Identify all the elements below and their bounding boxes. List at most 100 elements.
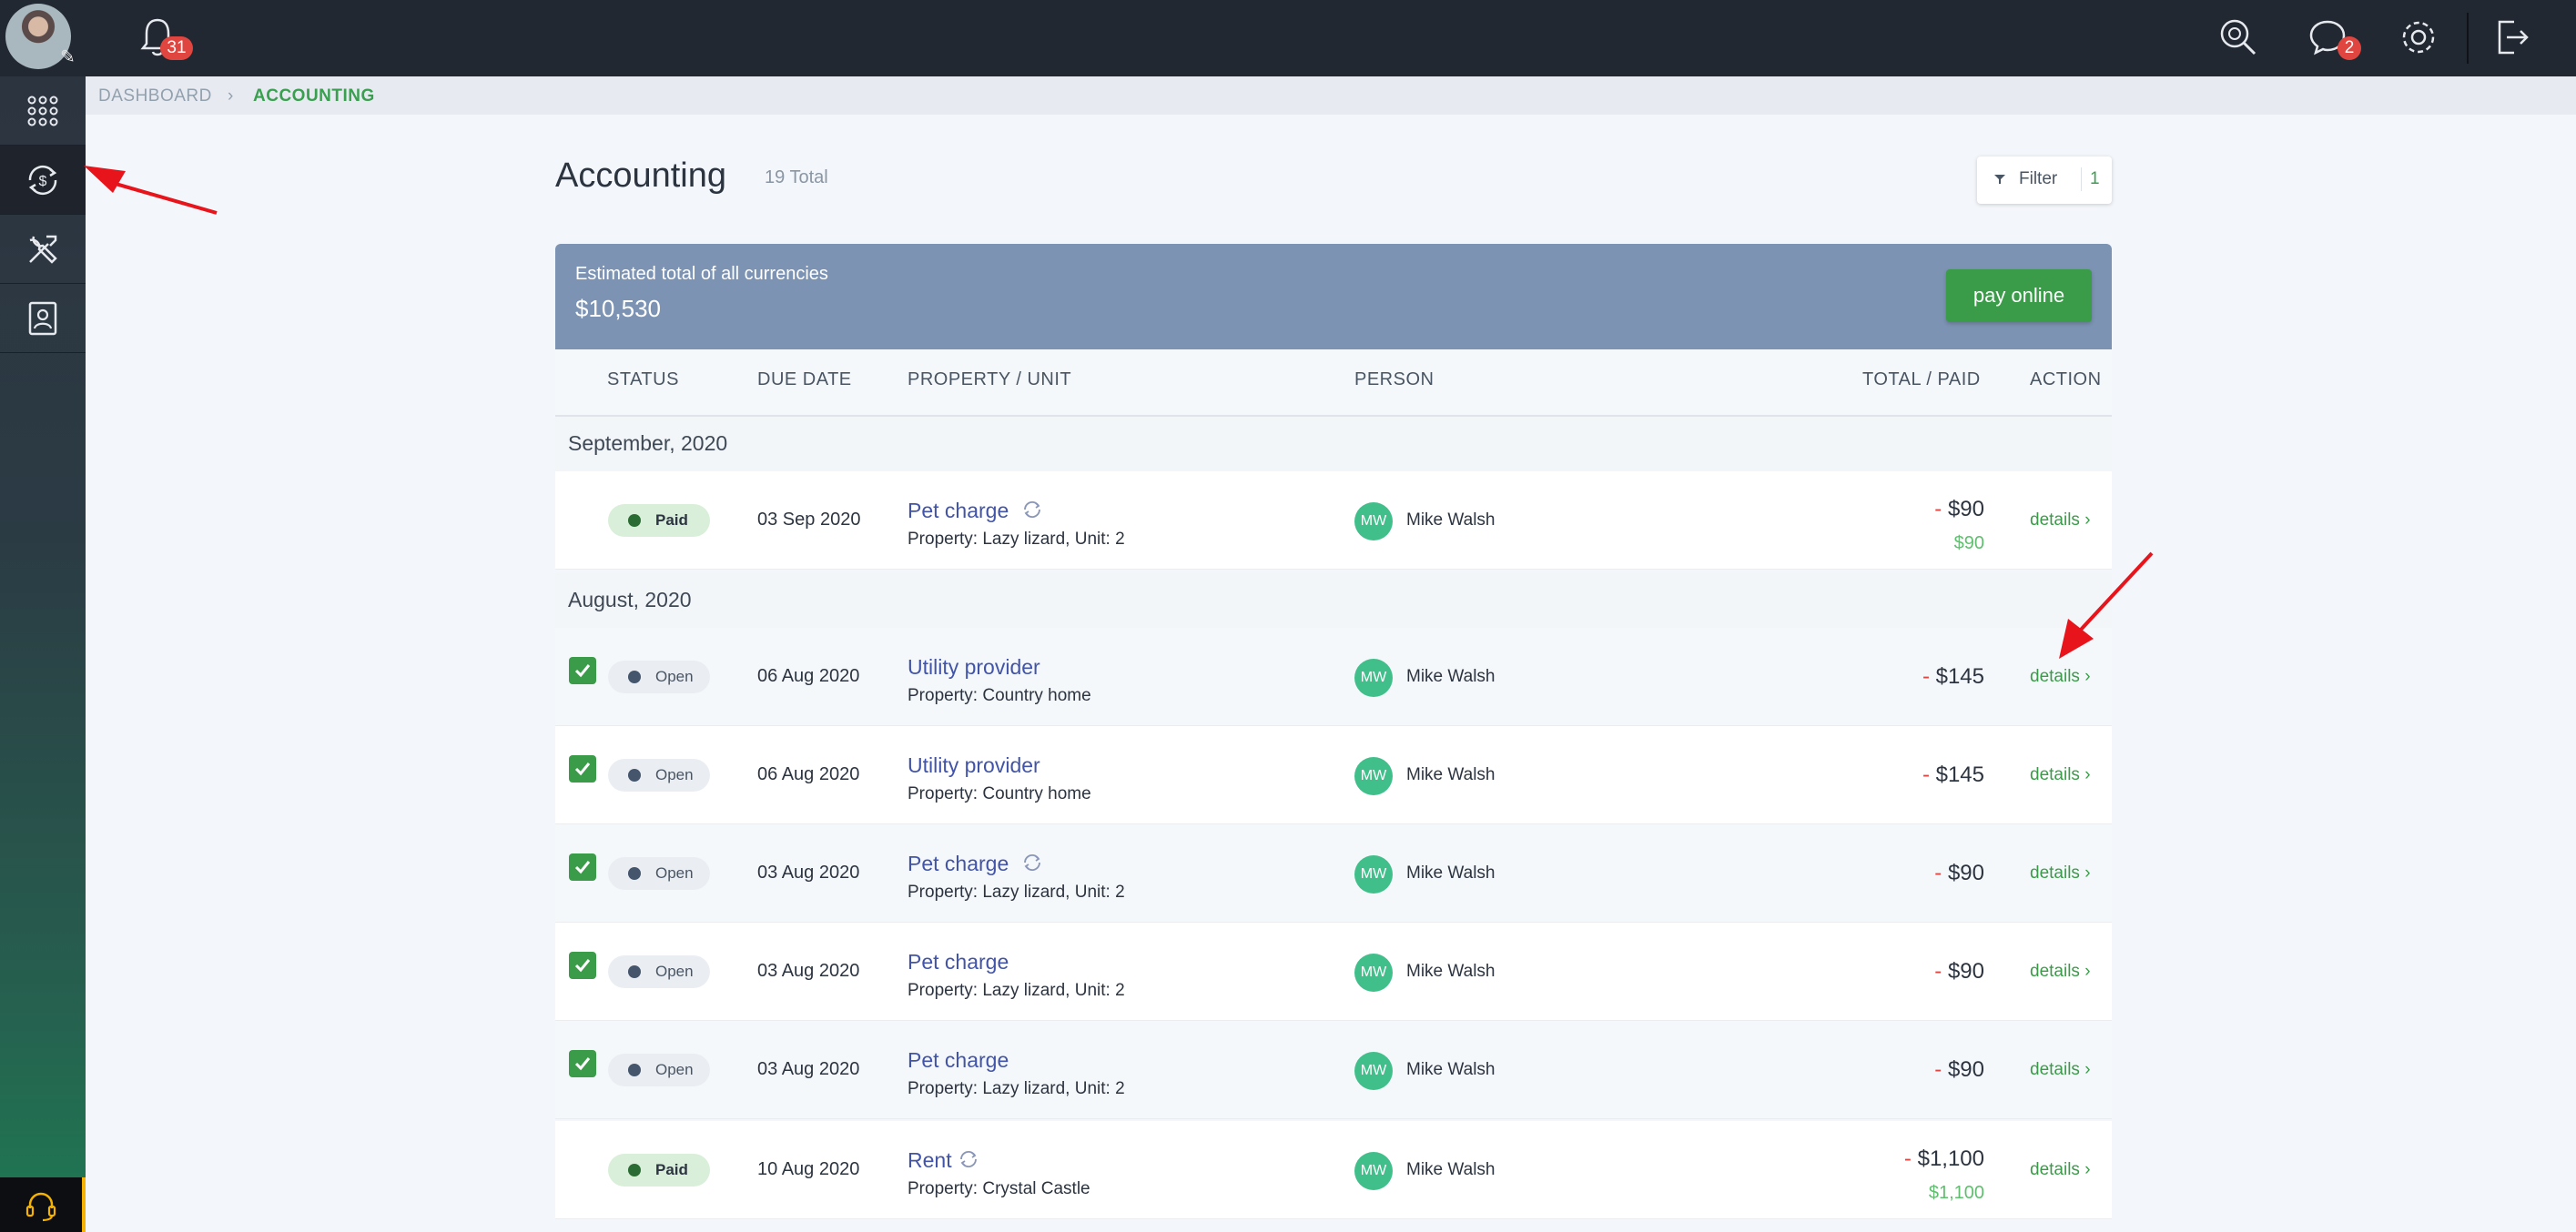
charge-title-link[interactable]: Utility provider [908, 655, 1040, 679]
status-badge: Open [608, 857, 710, 890]
page-title: Accounting [555, 157, 727, 195]
column-status[interactable]: STATUS [607, 369, 679, 389]
logout-icon[interactable] [2490, 16, 2532, 58]
avatar: MW [1354, 757, 1393, 795]
notification-count-badge: 31 [160, 36, 193, 60]
gear-icon[interactable] [2398, 16, 2439, 58]
status-text: Paid [655, 511, 688, 529]
charge-title-link[interactable]: Pet charge [908, 1048, 1009, 1072]
charge-title-link[interactable]: Pet charge [908, 950, 1009, 974]
status-text: Open [655, 766, 694, 783]
status-dot [628, 514, 641, 527]
person-name: Mike Walsh [1406, 1060, 1496, 1079]
status-dot [628, 867, 641, 880]
table-row[interactable]: Open 06 Aug 2020 Utility provider Proper… [555, 726, 2112, 824]
column-person[interactable]: PERSON [1354, 369, 1435, 389]
svg-text:$: $ [39, 174, 47, 189]
breadcrumb-dashboard-link[interactable]: DASHBOARD [98, 86, 212, 106]
total-amount: - $145 [1922, 664, 1984, 690]
column-total-paid[interactable]: TOTAL / PAID [1862, 369, 1981, 389]
table-header: STATUS DUE DATE PROPERTY / UNIT PERSON T… [555, 349, 2112, 417]
column-due-date[interactable]: DUE DATE [757, 369, 852, 389]
filter-icon [1994, 175, 2005, 184]
details-link[interactable]: details › [2030, 863, 2091, 883]
details-link[interactable]: details › [2030, 1160, 2091, 1179]
top-bar: ✎ 31 2 [0, 0, 2576, 76]
person-name: Mike Walsh [1406, 962, 1496, 981]
sidebar-item-contacts[interactable] [0, 284, 86, 353]
avatar: MW [1354, 502, 1393, 540]
topbar-divider [2467, 13, 2469, 64]
details-link[interactable]: details › [2030, 510, 2091, 530]
filter-count: 1 [2090, 169, 2100, 188]
filter-button[interactable]: Filter 1 [1977, 157, 2112, 204]
details-link[interactable]: details › [2030, 1060, 2091, 1079]
row-checkbox[interactable] [569, 657, 596, 684]
status-badge: Open [608, 1054, 710, 1086]
sidebar-item-apps[interactable] [0, 76, 86, 146]
charge-title-link[interactable]: Pet charge [908, 499, 1009, 522]
details-link[interactable]: details › [2030, 962, 2091, 981]
total-value: $1,100 [1917, 1146, 1984, 1171]
checkmark-icon [574, 762, 591, 776]
due-date: 03 Aug 2020 [757, 863, 860, 883]
status-badge: Open [608, 759, 710, 792]
status-dot [628, 769, 641, 782]
avatar: MW [1354, 1152, 1393, 1190]
sidebar-item-maintenance[interactable] [0, 215, 86, 284]
table-row[interactable]: Open 03 Aug 2020 Pet charge Property: La… [555, 923, 2112, 1021]
table-row[interactable]: Paid 03 Sep 2020 Pet charge Property: La… [555, 471, 2112, 570]
column-property[interactable]: PROPERTY / UNIT [908, 369, 1072, 389]
total-value: $90 [1947, 1057, 1984, 1082]
status-badge: Paid [608, 1154, 710, 1187]
recurring-icon [960, 1150, 977, 1168]
currency-summary: Estimated total of all currencies $10,53… [555, 244, 2112, 349]
pin-icon: ✎ [60, 47, 76, 67]
status-text: Open [655, 864, 694, 882]
charge-title-link[interactable]: Rent [908, 1148, 952, 1172]
details-link[interactable]: details › [2030, 667, 2091, 686]
avatar[interactable] [5, 4, 71, 69]
month-label: September, 2020 [568, 431, 728, 455]
property-unit: Property: Crystal Castle [908, 1179, 1090, 1198]
search-icon[interactable] [2217, 16, 2259, 58]
pay-online-button[interactable]: pay online [1946, 269, 2092, 322]
person-name: Mike Walsh [1406, 510, 1496, 530]
status-badge: Open [608, 661, 710, 693]
chat-icon[interactable] [2307, 16, 2348, 58]
checkmark-icon [574, 1057, 591, 1071]
property-unit: Property: Country home [908, 686, 1091, 705]
filter-divider [2081, 167, 2082, 191]
tools-icon [29, 235, 57, 264]
row-checkbox[interactable] [569, 853, 596, 881]
table-row[interactable]: Open 06 Aug 2020 Utility provider Proper… [555, 628, 2112, 726]
checkmark-icon [574, 664, 591, 678]
due-date: 10 Aug 2020 [757, 1159, 860, 1179]
sidebar-item-accounting[interactable]: $ [0, 146, 86, 215]
checkmark-icon [574, 959, 591, 973]
support-button[interactable] [0, 1177, 86, 1232]
avatar: MW [1354, 659, 1393, 697]
table-row[interactable]: Open 03 Aug 2020 Pet charge Property: La… [555, 1021, 2112, 1119]
row-checkbox[interactable] [569, 952, 596, 979]
person-name: Mike Walsh [1406, 667, 1496, 686]
row-checkbox[interactable] [569, 1050, 596, 1077]
details-link[interactable]: details › [2030, 765, 2091, 784]
summary-label: Estimated total of all currencies [575, 264, 828, 284]
annotation-arrow-sidebar [84, 166, 218, 215]
negative-sign: - [1922, 762, 1930, 787]
total-amount: - $90 [1934, 497, 1984, 522]
total-value: $90 [1947, 959, 1984, 984]
charge-title-link[interactable]: Pet charge [908, 852, 1009, 875]
negative-sign: - [1922, 664, 1930, 689]
negative-sign: - [1934, 1057, 1942, 1082]
person-name: Mike Walsh [1406, 863, 1496, 883]
table-row[interactable]: Open 03 Aug 2020 Pet charge Property: La… [555, 824, 2112, 923]
status-text: Open [655, 1061, 694, 1078]
breadcrumb-separator: › [228, 86, 234, 106]
status-text: Open [655, 668, 694, 685]
charge-title-link[interactable]: Utility provider [908, 753, 1040, 777]
due-date: 06 Aug 2020 [757, 764, 860, 784]
table-row[interactable]: Paid 10 Aug 2020 Rent Property: Crystal … [555, 1121, 2112, 1219]
row-checkbox[interactable] [569, 755, 596, 783]
